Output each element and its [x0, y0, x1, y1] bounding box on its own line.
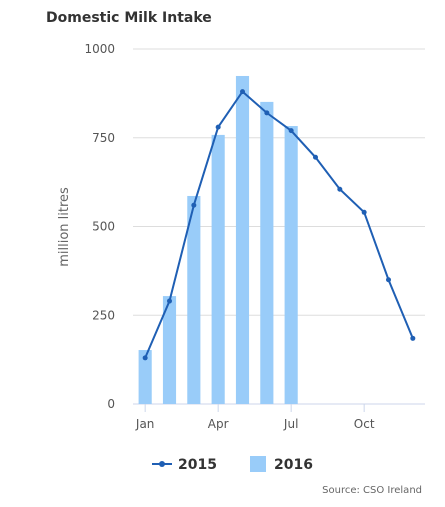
chart-title: Domestic Milk Intake — [46, 10, 212, 26]
y-tick-label: 500 — [92, 220, 115, 234]
bar — [211, 134, 225, 404]
point — [313, 154, 318, 160]
bar — [162, 296, 177, 404]
legend-label: 2015 — [178, 457, 217, 473]
x-tick-label: Jul — [283, 417, 298, 431]
point — [240, 89, 245, 95]
line — [144, 90, 414, 359]
bar — [284, 126, 298, 404]
point — [337, 186, 343, 192]
point — [410, 335, 416, 341]
x-tick-label: Jan — [135, 417, 155, 431]
point — [264, 110, 270, 116]
source: Source: CSO Ireland — [322, 485, 422, 496]
x-tick-label: Apr — [208, 417, 229, 431]
bar — [138, 350, 152, 404]
bar — [235, 75, 250, 404]
point — [215, 124, 221, 130]
bar — [260, 101, 274, 405]
legend-label: 2016 — [274, 457, 313, 473]
point — [361, 209, 367, 215]
point — [288, 128, 294, 134]
point — [191, 202, 197, 208]
legend-swatch — [250, 456, 266, 472]
legend-marker — [159, 461, 165, 467]
x-tick-label: Oct — [354, 417, 375, 431]
y-tick-label: 0 — [107, 397, 115, 411]
y-tick-label: 750 — [92, 131, 115, 145]
point — [167, 298, 172, 304]
y-tick-label: 250 — [92, 308, 115, 322]
point — [142, 355, 148, 361]
y-tick-label: 1000 — [84, 42, 115, 56]
y-axis-label: million litres — [57, 187, 72, 267]
bar — [187, 195, 201, 404]
point — [386, 277, 391, 283]
